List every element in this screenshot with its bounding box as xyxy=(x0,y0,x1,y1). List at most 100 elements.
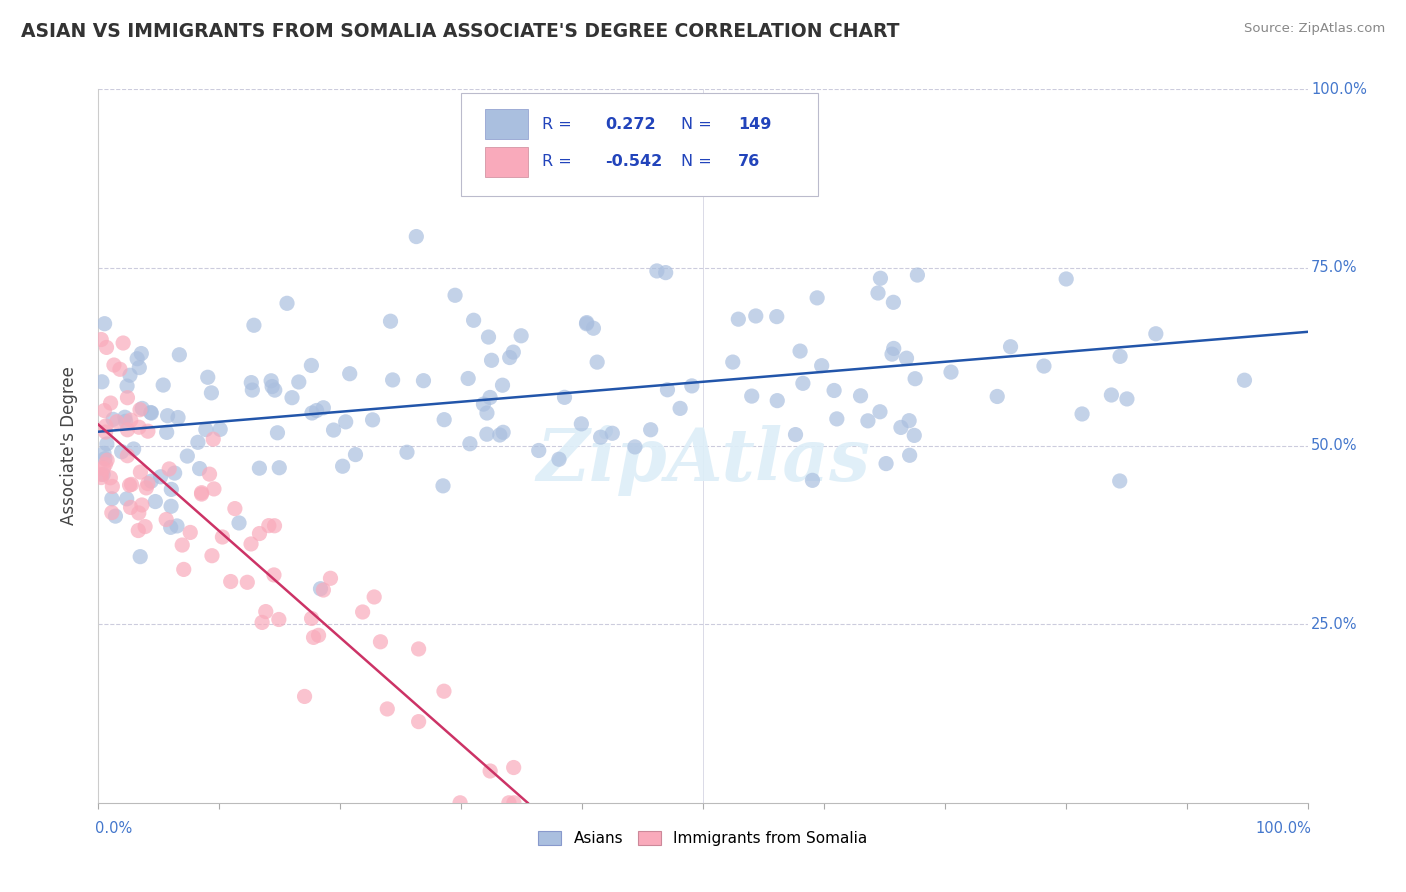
Point xyxy=(266,425,288,440)
Point xyxy=(91,467,114,482)
Point xyxy=(179,525,201,540)
Point xyxy=(201,549,224,563)
Point xyxy=(118,368,141,383)
Point xyxy=(880,347,903,361)
Point xyxy=(898,414,921,428)
Point xyxy=(856,414,879,428)
Point xyxy=(129,465,152,479)
Point xyxy=(792,376,814,391)
Point xyxy=(491,378,513,392)
Point xyxy=(98,471,121,485)
Point xyxy=(224,501,246,516)
Point xyxy=(502,760,524,774)
Point xyxy=(276,296,298,310)
Point xyxy=(172,538,194,552)
Point xyxy=(986,389,1008,403)
Point xyxy=(111,444,134,458)
Text: 0.272: 0.272 xyxy=(605,117,655,132)
Point xyxy=(939,365,962,379)
Point xyxy=(477,330,499,344)
Point xyxy=(156,409,179,423)
Point xyxy=(1000,340,1022,354)
Point xyxy=(136,424,159,438)
Point xyxy=(155,512,177,526)
Point xyxy=(269,460,291,475)
Point xyxy=(128,420,150,434)
Point xyxy=(101,506,124,520)
Point xyxy=(250,615,273,630)
Point xyxy=(100,396,122,410)
Point xyxy=(143,494,166,508)
Point xyxy=(198,467,221,482)
Point xyxy=(309,582,332,596)
Point xyxy=(294,690,316,704)
Point xyxy=(120,413,142,427)
Point xyxy=(127,351,149,366)
Point xyxy=(129,549,152,564)
Point xyxy=(247,461,270,475)
Point xyxy=(1099,388,1122,402)
Point xyxy=(197,370,219,384)
Point xyxy=(159,520,181,534)
Point xyxy=(94,451,117,466)
Point xyxy=(332,459,354,474)
Point xyxy=(93,317,115,331)
Point xyxy=(433,684,456,698)
Text: 100.0%: 100.0% xyxy=(1312,82,1367,96)
Text: 149: 149 xyxy=(738,117,772,132)
Point xyxy=(194,423,217,437)
Point xyxy=(654,266,676,280)
Text: ZipAtlas: ZipAtlas xyxy=(536,425,870,496)
Point xyxy=(163,466,186,480)
Point xyxy=(117,423,139,437)
Point xyxy=(586,355,609,369)
Point xyxy=(890,420,912,434)
Point xyxy=(903,428,925,442)
Point xyxy=(190,485,212,500)
Point xyxy=(160,500,183,514)
Point xyxy=(475,406,498,420)
Point xyxy=(101,412,124,426)
Point xyxy=(96,453,118,467)
Point xyxy=(481,353,503,368)
Point xyxy=(600,426,623,441)
Point xyxy=(1116,392,1139,406)
Point xyxy=(475,427,498,442)
Point xyxy=(122,442,145,456)
Point xyxy=(589,430,612,444)
Point xyxy=(263,518,285,533)
Point xyxy=(1032,359,1054,373)
Point xyxy=(202,482,225,496)
Point xyxy=(114,414,136,428)
Point xyxy=(209,422,232,436)
Point xyxy=(433,412,456,426)
Point xyxy=(825,412,848,426)
Point xyxy=(167,410,190,425)
Point xyxy=(472,397,495,411)
Point xyxy=(727,312,749,326)
Point xyxy=(200,385,222,400)
Point xyxy=(305,403,328,417)
Point xyxy=(408,642,430,657)
Point xyxy=(176,449,198,463)
Text: ASIAN VS IMMIGRANTS FROM SOMALIA ASSOCIATE'S DEGREE CORRELATION CHART: ASIAN VS IMMIGRANTS FROM SOMALIA ASSOCIA… xyxy=(21,22,900,41)
Point xyxy=(363,590,385,604)
Point xyxy=(211,530,233,544)
Point xyxy=(498,796,520,810)
Point xyxy=(301,611,323,625)
Point xyxy=(463,313,485,327)
Point xyxy=(96,437,118,451)
Point xyxy=(657,383,679,397)
Point xyxy=(1108,474,1130,488)
Point xyxy=(339,367,361,381)
Point xyxy=(90,375,112,389)
Point xyxy=(1054,272,1077,286)
Text: Source: ZipAtlas.com: Source: ZipAtlas.com xyxy=(1244,22,1385,36)
Point xyxy=(395,445,418,459)
Point xyxy=(240,383,263,397)
Point xyxy=(510,328,533,343)
Point xyxy=(806,291,828,305)
Text: 50.0%: 50.0% xyxy=(1312,439,1358,453)
Point xyxy=(121,477,143,491)
Point xyxy=(240,537,263,551)
